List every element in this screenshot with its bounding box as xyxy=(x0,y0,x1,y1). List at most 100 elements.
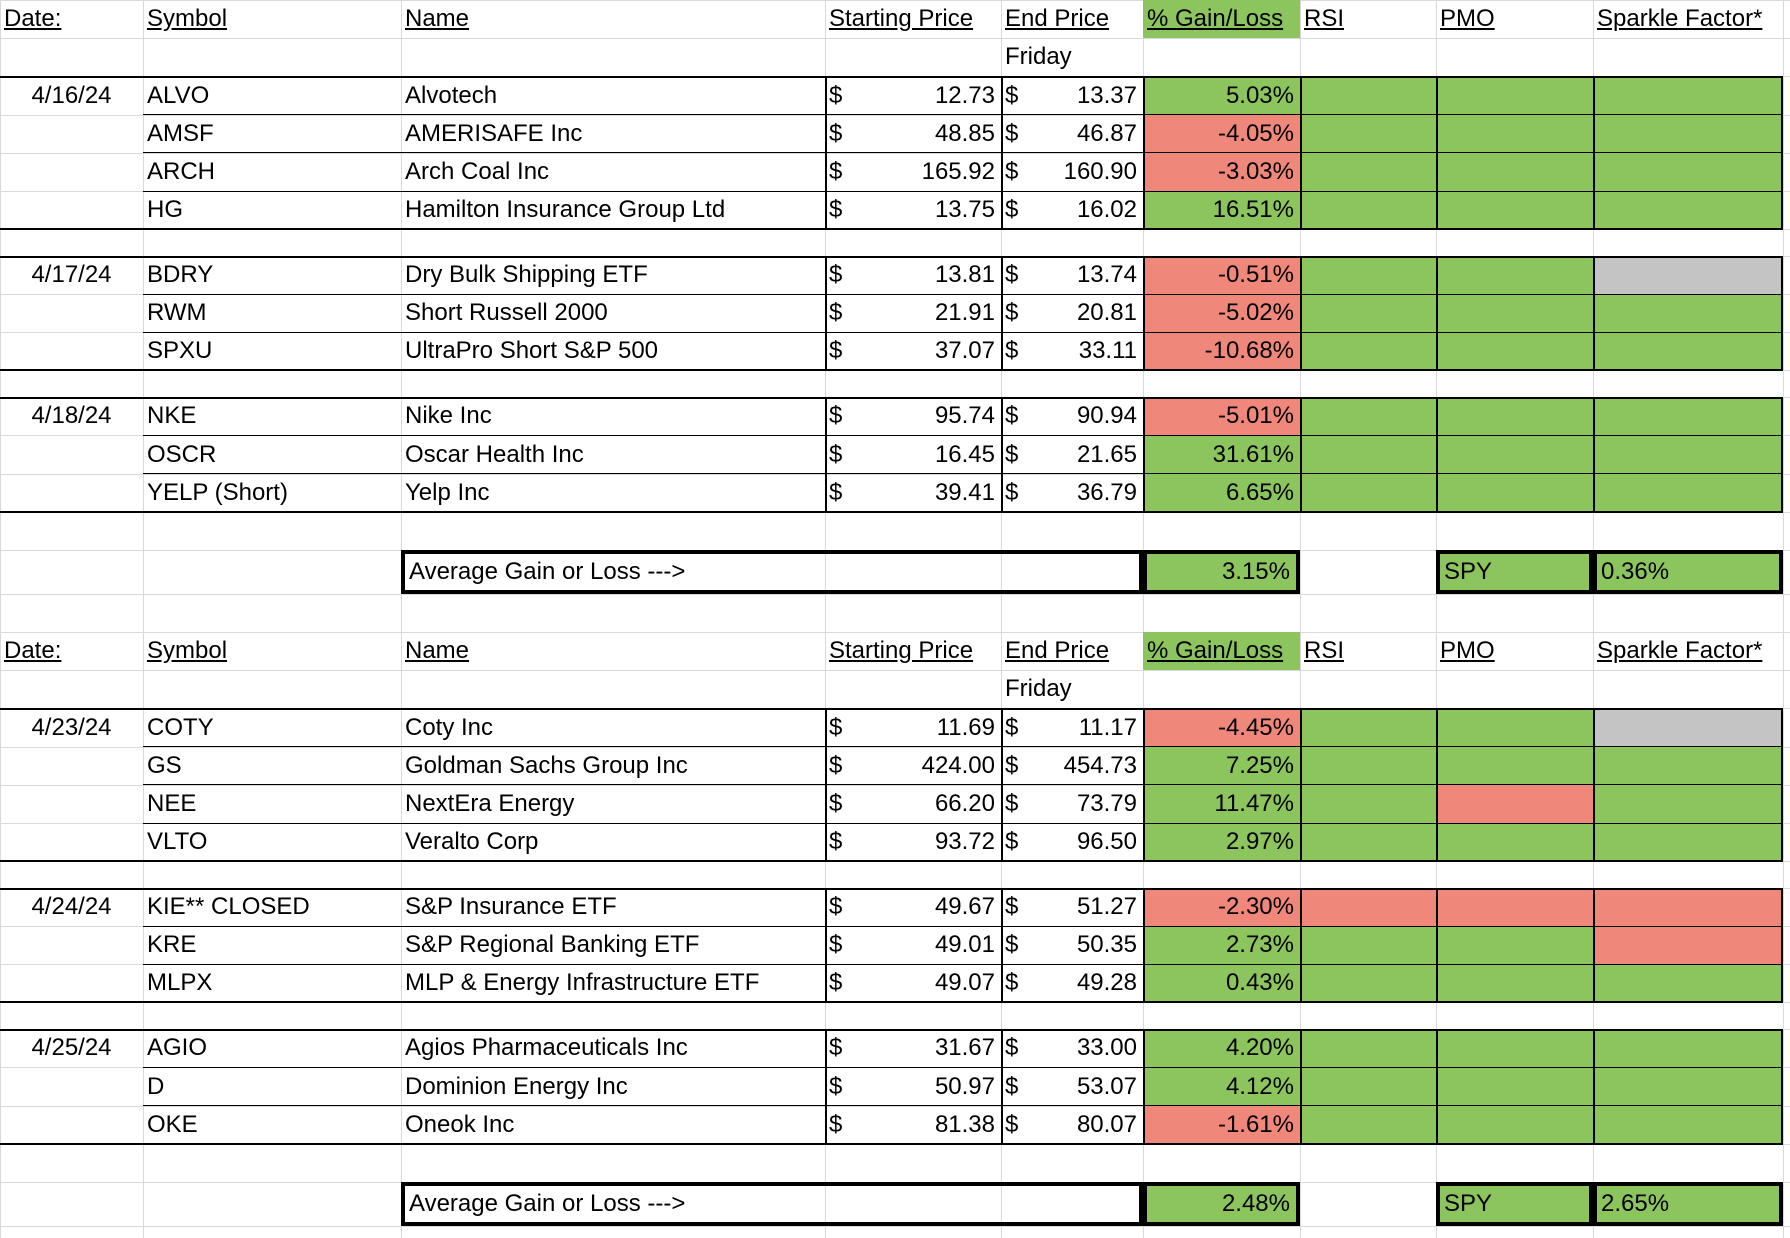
group-border xyxy=(1143,397,1145,512)
end-price-cell: 46.87 xyxy=(1076,120,1137,147)
name-cell: Dominion Energy Inc xyxy=(405,1073,628,1100)
symbol-cell: BDRY xyxy=(147,261,214,288)
group-border xyxy=(0,256,1783,258)
currency-cell: $ xyxy=(829,893,843,920)
rsi-indicator xyxy=(1300,1106,1436,1144)
spy-value: 0.36% xyxy=(1593,550,1783,594)
end-price-cell: 454.73 xyxy=(1063,752,1137,779)
rsi-indicator xyxy=(1300,785,1436,823)
group-border xyxy=(0,228,1783,230)
group-border xyxy=(1300,708,1302,861)
name-cell: Alvotech xyxy=(405,82,498,109)
gain-loss-cell: -1.61% xyxy=(1143,1106,1300,1144)
average-gain-label: Average Gain or Loss ---> xyxy=(401,1182,1143,1226)
starting-price-cell: 12.73 xyxy=(934,82,995,109)
starting-price-cell: 21.91 xyxy=(934,299,995,326)
group-border xyxy=(1436,256,1438,370)
pmo-indicator xyxy=(1436,191,1593,229)
grid-line xyxy=(0,38,1790,39)
sparkle-indicator xyxy=(1593,1106,1783,1144)
currency-cell: $ xyxy=(1005,261,1019,288)
header-start: Starting Price xyxy=(829,637,974,664)
starting-price-cell: 13.81 xyxy=(934,261,995,288)
header-gain: % Gain/Loss xyxy=(1143,632,1300,670)
currency-cell: $ xyxy=(1005,828,1019,855)
header-date: Date: xyxy=(4,5,62,32)
currency-cell: $ xyxy=(829,82,843,109)
rsi-indicator xyxy=(1300,926,1436,964)
starting-price-cell: 49.01 xyxy=(934,931,995,958)
pmo-indicator xyxy=(1436,785,1593,823)
end-price-cell: 20.81 xyxy=(1076,299,1137,326)
rsi-indicator xyxy=(1300,823,1436,861)
grid-line xyxy=(401,0,402,1238)
gain-loss-cell: 2.97% xyxy=(1143,823,1300,861)
header-end: End Price xyxy=(1005,5,1110,32)
group-border xyxy=(825,256,827,370)
group-border xyxy=(143,294,1783,295)
grid-line xyxy=(0,1226,1790,1227)
end-price-cell: 80.07 xyxy=(1076,1111,1137,1138)
currency-cell: $ xyxy=(1005,82,1019,109)
end-price-cell: 11.17 xyxy=(1078,714,1137,741)
end-price-cell: 36.79 xyxy=(1076,479,1137,506)
pmo-indicator xyxy=(1436,1067,1593,1106)
pmo-indicator xyxy=(1436,474,1593,512)
name-cell: AMERISAFE Inc xyxy=(405,120,583,147)
end-price-cell: 53.07 xyxy=(1076,1073,1137,1100)
group-border xyxy=(0,708,1783,710)
pmo-indicator xyxy=(1436,435,1593,474)
currency-cell: $ xyxy=(829,337,843,364)
sparkle-indicator xyxy=(1593,1029,1783,1067)
group-border xyxy=(143,152,1783,153)
rsi-indicator xyxy=(1300,332,1436,370)
group-border xyxy=(1143,708,1145,861)
rsi-indicator xyxy=(1300,708,1436,747)
pmo-indicator xyxy=(1436,1029,1593,1067)
name-cell: Oscar Health Inc xyxy=(405,441,584,468)
end-price-cell: 90.94 xyxy=(1076,402,1137,429)
group-date: 4/16/24 xyxy=(31,82,112,109)
name-cell: Oneok Inc xyxy=(405,1111,515,1138)
group-border xyxy=(1593,397,1595,512)
name-cell: Coty Inc xyxy=(405,714,494,741)
header-end: End Price xyxy=(1005,637,1110,664)
starting-price-cell: 39.41 xyxy=(934,479,995,506)
grid-line xyxy=(0,115,1790,116)
grid-line xyxy=(1436,0,1437,1238)
currency-cell: $ xyxy=(1005,402,1019,429)
starting-price-cell: 49.67 xyxy=(934,893,995,920)
currency-cell: $ xyxy=(1005,893,1019,920)
rsi-indicator xyxy=(1300,256,1436,294)
header-name: Name xyxy=(405,5,470,32)
gain-loss-cell: 0.43% xyxy=(1143,964,1300,1002)
header-start: Starting Price xyxy=(829,5,974,32)
group-border xyxy=(1781,256,1783,370)
gain-loss-cell: -2.30% xyxy=(1143,888,1300,926)
group-border xyxy=(825,888,827,1002)
symbol-cell: OSCR xyxy=(147,441,217,468)
currency-cell: $ xyxy=(829,790,843,817)
rsi-indicator xyxy=(1300,888,1436,926)
group-border xyxy=(143,926,1783,927)
gain-loss-cell: 7.25% xyxy=(1143,747,1300,785)
symbol-cell: AMSF xyxy=(147,120,214,147)
grid-line xyxy=(0,747,1790,748)
pmo-indicator xyxy=(1436,256,1593,294)
sparkle-indicator xyxy=(1593,256,1783,294)
rsi-indicator xyxy=(1300,76,1436,115)
group-border xyxy=(1593,76,1595,229)
header-rsi: RSI xyxy=(1304,5,1345,32)
grid-line xyxy=(0,0,1790,1)
currency-cell: $ xyxy=(1005,1034,1019,1061)
symbol-cell: NKE xyxy=(147,402,197,429)
currency-cell: $ xyxy=(829,752,843,779)
sparkle-indicator xyxy=(1593,964,1783,1002)
group-border xyxy=(1300,76,1302,229)
symbol-cell: OKE xyxy=(147,1111,198,1138)
group-border xyxy=(1436,708,1438,861)
group-border xyxy=(1781,76,1783,229)
group-border xyxy=(1300,1029,1302,1144)
rsi-indicator xyxy=(1300,1029,1436,1067)
grid-line xyxy=(1300,0,1301,1238)
